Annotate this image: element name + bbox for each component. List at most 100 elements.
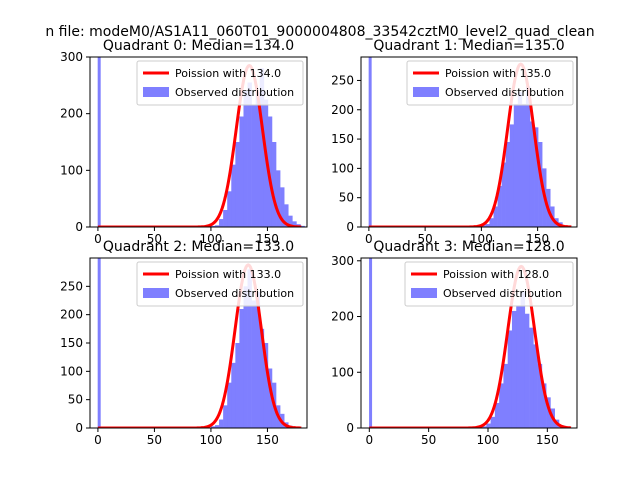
- histogram-bar-zero: [97, 258, 101, 428]
- histogram-bar: [521, 103, 527, 227]
- histogram-bar: [259, 68, 265, 227]
- histogram-bar: [239, 116, 244, 227]
- plot-area: [368, 57, 572, 227]
- y-tick-label: 200: [331, 103, 354, 117]
- histogram-bar: [223, 210, 228, 227]
- histogram-bar: [227, 191, 232, 227]
- histogram-bar: [499, 383, 504, 428]
- histogram-bar: [259, 328, 265, 428]
- legend-poisson-label: Poission with 134.0: [175, 67, 281, 80]
- panel-quadrant-1: 0 50 100 150 0 50 100 150 200 250 Quadrant 1: Medi…: [331, 38, 578, 246]
- y-tick-label: 200: [331, 310, 354, 324]
- x-tick-label: 100: [199, 433, 222, 447]
- panel-title: Quadrant 3: Median=128.0: [373, 239, 564, 255]
- histogram-bar: [505, 142, 511, 227]
- y-tick-label: 200: [60, 107, 83, 121]
- x-tick-label: 50: [421, 433, 436, 447]
- panel-quadrant-0: 0 50 100 150 0 100 200 300 Quadrant 0: Median=13…: [60, 38, 308, 246]
- x-tick-label: 150: [256, 433, 279, 447]
- histogram-bar: [239, 309, 244, 428]
- histogram-bar: [507, 330, 513, 428]
- histogram-bar: [292, 221, 297, 227]
- histogram-bar: [280, 187, 285, 227]
- histogram-bar: [503, 363, 508, 428]
- histogram-bar: [537, 363, 543, 428]
- panel-quadrant-2: 0 50 100 150 0 50 100 150 200 250 Quadrant 2: Medi…: [60, 239, 308, 447]
- legend-observed-label: Observed distribution: [445, 86, 564, 99]
- y-tick-label: 100: [60, 163, 83, 177]
- histogram-bar: [219, 219, 224, 227]
- axes-frame: [89, 56, 308, 228]
- histogram-bar: [511, 310, 517, 428]
- histogram-bar: [276, 170, 281, 227]
- y-tick-label: 100: [331, 161, 354, 175]
- histogram-bar: [490, 416, 496, 428]
- histogram-bar: [235, 142, 240, 227]
- x-tick-label: 150: [526, 232, 549, 246]
- y-tick-label: 150: [60, 336, 83, 350]
- histogram-bar: [497, 185, 502, 227]
- axes-frame: [360, 56, 578, 228]
- legend-box: [136, 261, 304, 307]
- x-tick-label: 50: [147, 433, 162, 447]
- x-tick-label: 150: [536, 433, 559, 447]
- histogram-bar: [231, 362, 236, 428]
- panel-title: Quadrant 0: Median=134.0: [103, 38, 294, 54]
- y-tick-label: 200: [60, 308, 83, 322]
- histogram-bar: [231, 164, 236, 227]
- histogram-bar: [533, 344, 538, 428]
- y-tick-label: 0: [75, 220, 83, 234]
- histogram-bar: [546, 397, 551, 428]
- y-tick-label: 0: [75, 421, 83, 435]
- histogram-bar: [489, 218, 494, 227]
- legend-observed-label: Observed distribution: [443, 287, 562, 300]
- x-tick-label: 150: [256, 232, 279, 246]
- histogram-bar: [509, 124, 515, 227]
- legend-observed-swatch: [411, 288, 437, 298]
- panel-title: Quadrant 1: Median=135.0: [373, 38, 564, 54]
- histogram-bar: [247, 269, 252, 428]
- panel-title: Quadrant 2: Median=133.0: [103, 239, 294, 255]
- histogram-bar: [501, 162, 506, 227]
- y-tick-label: 250: [331, 73, 354, 87]
- histogram-bar: [516, 305, 521, 428]
- histogram-bar: [227, 382, 232, 428]
- x-tick-label: 50: [147, 232, 162, 246]
- histogram-bar: [235, 343, 240, 428]
- histogram-bar: [251, 105, 256, 227]
- y-tick-label: 0: [346, 421, 354, 435]
- y-tick-label: 0: [346, 220, 354, 234]
- legend-box: [404, 261, 574, 307]
- x-tick-label: 0: [365, 232, 373, 246]
- axes-frame: [360, 257, 578, 429]
- histogram-bar: [525, 86, 531, 227]
- histogram-bar: [481, 225, 486, 227]
- y-tick-label: 50: [68, 393, 83, 407]
- histogram-bar: [538, 142, 543, 227]
- histogram-bar: [486, 423, 491, 428]
- y-tick-label: 300: [331, 254, 354, 268]
- histogram-bar: [251, 300, 256, 428]
- y-tick-label: 250: [60, 279, 83, 293]
- histogram-bar: [520, 291, 526, 428]
- histogram-bar: [215, 425, 220, 428]
- histogram-bar: [210, 225, 216, 227]
- histogram-bar: [255, 292, 261, 428]
- histogram-bar: [284, 204, 289, 227]
- histogram-bar: [524, 313, 530, 428]
- histogram-bar: [247, 82, 252, 227]
- histogram-bar: [300, 225, 305, 227]
- histogram-bar: [482, 426, 487, 428]
- legend-poisson-label: Poission with 128.0: [443, 268, 549, 281]
- histogram-bar: [288, 215, 293, 227]
- panel-quadrant-3: 0 50 100 150 0 100 200 300 Quadrant 3: Median=12…: [331, 239, 578, 447]
- histogram-bar: [513, 103, 519, 227]
- legend-observed-swatch: [143, 87, 169, 97]
- histogram-bar-zero: [368, 57, 372, 227]
- histogram-bar: [223, 405, 228, 428]
- legend-box: [136, 60, 304, 106]
- histogram-bar: [493, 206, 498, 227]
- histogram-bar: [243, 91, 248, 227]
- x-tick-label: 0: [94, 232, 102, 246]
